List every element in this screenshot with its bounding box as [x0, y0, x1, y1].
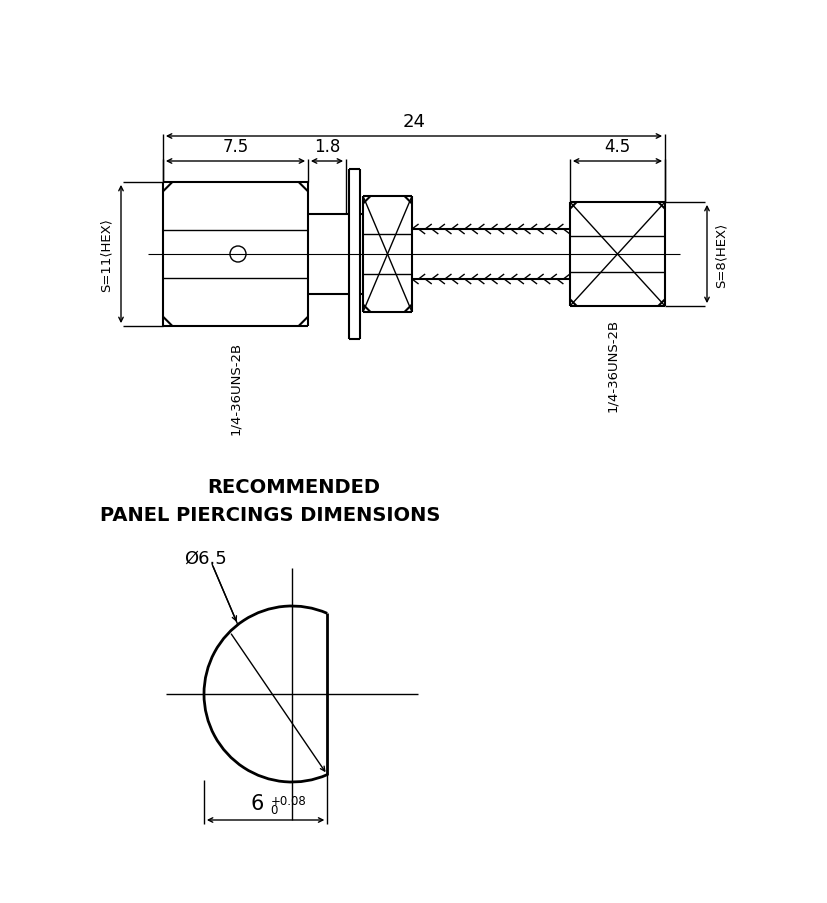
Text: 1.8: 1.8 [313, 138, 340, 156]
Text: 1/4-36UNS-2B: 1/4-36UNS-2B [605, 319, 619, 412]
Text: 1/4-36UNS-2B: 1/4-36UNS-2B [229, 341, 241, 434]
Text: PANEL PIERCINGS DIMENSIONS: PANEL PIERCINGS DIMENSIONS [100, 506, 440, 525]
Text: 6: 6 [251, 793, 264, 813]
Text: +0.08: +0.08 [270, 794, 306, 807]
Text: Ø6.5: Ø6.5 [184, 549, 227, 567]
Text: 24: 24 [402, 113, 425, 131]
Text: RECOMMENDED: RECOMMENDED [207, 478, 380, 497]
Text: 7.5: 7.5 [222, 138, 248, 156]
Text: 0: 0 [270, 803, 278, 816]
Text: 4.5: 4.5 [604, 138, 630, 156]
Text: S=8⟨HEX⟩: S=8⟨HEX⟩ [715, 222, 727, 287]
Text: S=11⟨HEX⟩: S=11⟨HEX⟩ [100, 218, 112, 292]
